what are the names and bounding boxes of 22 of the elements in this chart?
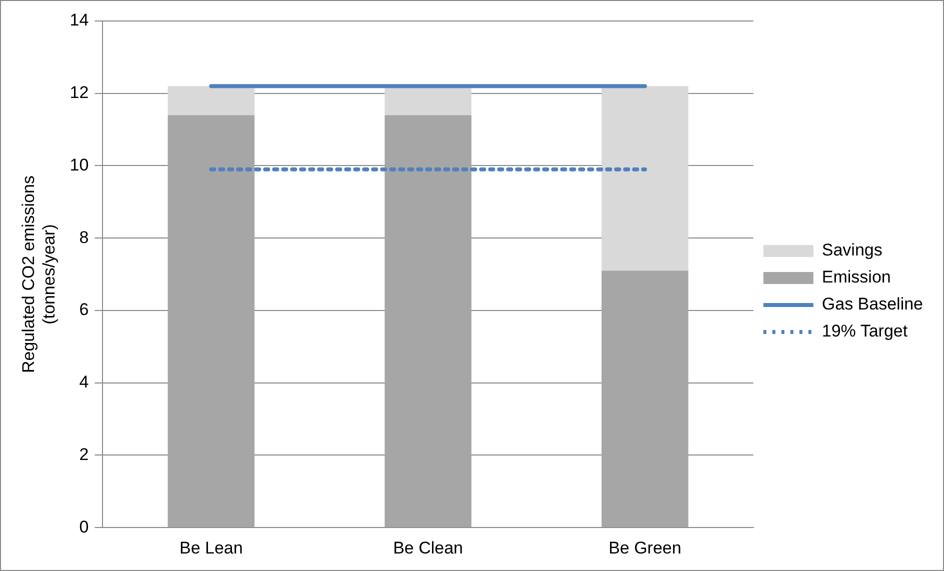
y-tick-label: 14	[70, 10, 89, 30]
legend-label: Gas Baseline	[822, 294, 924, 314]
bar	[602, 270, 688, 528]
y-tick-label: 6	[79, 300, 89, 320]
y-tick-label: 0	[79, 517, 89, 536]
legend-label: 19% Target	[822, 322, 908, 341]
y-tick-label: 8	[79, 228, 89, 247]
legend-label: Savings	[822, 240, 882, 260]
bar	[168, 86, 255, 116]
legend-label: Emission	[822, 268, 891, 287]
x-tick-label: Be Lean	[179, 538, 243, 558]
bar	[384, 115, 472, 528]
y-tick-label: 2	[79, 444, 89, 464]
x-tick-label: Be Clean	[393, 538, 464, 558]
y-axis-title: Regulated CO2 emissions (tonnes/year)	[18, 176, 58, 374]
bar	[384, 86, 472, 116]
y-tick-label: 4	[79, 372, 89, 392]
y-tick-label: 12	[70, 83, 89, 102]
bar	[602, 86, 688, 271]
y-tick-label: 10	[70, 155, 89, 174]
bar	[168, 115, 255, 528]
x-tick-label: Be Green	[608, 538, 682, 558]
